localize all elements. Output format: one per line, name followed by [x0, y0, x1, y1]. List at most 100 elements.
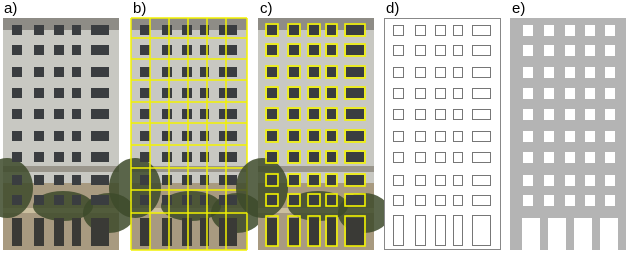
- window-mask: [544, 88, 554, 99]
- window: [72, 175, 81, 185]
- window: [267, 67, 277, 77]
- window: [346, 175, 364, 185]
- window: [346, 67, 364, 77]
- window-mask: [544, 152, 554, 163]
- panel-frame: [385, 19, 501, 250]
- window-mask: [585, 109, 595, 120]
- window: [289, 175, 299, 185]
- window-mask: [523, 45, 533, 56]
- window-mask: [585, 131, 595, 142]
- window: [162, 175, 172, 185]
- window: [267, 45, 277, 55]
- window: [72, 152, 81, 162]
- window: [140, 88, 150, 98]
- window: [91, 195, 109, 205]
- window: [91, 131, 109, 141]
- window-mask: [585, 195, 595, 206]
- window: [34, 131, 44, 141]
- figure: a)b)c)d)e): [0, 0, 626, 255]
- window: [34, 25, 44, 35]
- window: [309, 109, 319, 119]
- window: [182, 195, 192, 205]
- window: [72, 25, 81, 35]
- window-mask: [605, 25, 615, 36]
- window-mask: [544, 109, 554, 120]
- window: [219, 195, 237, 205]
- window: [34, 152, 44, 162]
- window: [267, 88, 277, 98]
- window: [162, 152, 172, 162]
- window-mask: [565, 195, 575, 206]
- window: [289, 88, 299, 98]
- window-mask: [605, 152, 615, 163]
- door-mask: [548, 218, 566, 250]
- window-mask: [585, 45, 595, 56]
- window: [182, 175, 192, 185]
- window: [182, 152, 192, 162]
- window: [327, 175, 336, 185]
- window: [346, 88, 364, 98]
- door: [289, 218, 299, 246]
- window-mask: [605, 109, 615, 120]
- window-mask: [585, 67, 595, 78]
- door: [219, 218, 237, 246]
- window: [91, 45, 109, 55]
- window: [91, 152, 109, 162]
- window: [140, 195, 150, 205]
- tree: [109, 158, 161, 218]
- window-mask: [565, 131, 575, 142]
- window: [346, 25, 364, 35]
- window: [289, 152, 299, 162]
- window: [54, 45, 64, 55]
- window: [267, 131, 277, 141]
- window: [267, 175, 277, 185]
- window: [72, 88, 81, 98]
- window-mask: [544, 45, 554, 56]
- window: [54, 25, 64, 35]
- door: [267, 218, 277, 246]
- window-mask: [585, 88, 595, 99]
- window: [327, 67, 336, 77]
- window: [54, 195, 64, 205]
- window-mask: [565, 67, 575, 78]
- door-mask: [522, 218, 540, 250]
- window: [289, 131, 299, 141]
- window: [54, 175, 64, 185]
- window-mask: [544, 67, 554, 78]
- window: [346, 131, 364, 141]
- facade-photo: [236, 18, 390, 250]
- window: [12, 45, 22, 55]
- panel-label: a): [4, 0, 17, 17]
- window: [219, 131, 237, 141]
- window: [54, 109, 64, 119]
- window-mask: [544, 175, 554, 186]
- window-mask: [565, 88, 575, 99]
- window: [289, 25, 299, 35]
- window: [219, 152, 237, 162]
- facade-photo: [0, 18, 135, 250]
- window: [327, 88, 336, 98]
- door: [72, 218, 81, 246]
- window: [140, 131, 150, 141]
- window-mask: [585, 25, 595, 36]
- window: [267, 109, 277, 119]
- window: [309, 45, 319, 55]
- window: [12, 152, 22, 162]
- window: [219, 109, 237, 119]
- window: [219, 175, 237, 185]
- window-mask: [523, 131, 533, 142]
- outline-panel: [385, 19, 501, 250]
- door-mask: [600, 218, 618, 250]
- window: [267, 152, 277, 162]
- window: [327, 195, 336, 205]
- window: [91, 109, 109, 119]
- window: [182, 88, 192, 98]
- window: [182, 45, 192, 55]
- window: [72, 131, 81, 141]
- facade-photo: [109, 18, 263, 250]
- window: [140, 109, 150, 119]
- window-mask: [523, 195, 533, 206]
- window: [140, 175, 150, 185]
- window: [309, 25, 319, 35]
- window: [289, 67, 299, 77]
